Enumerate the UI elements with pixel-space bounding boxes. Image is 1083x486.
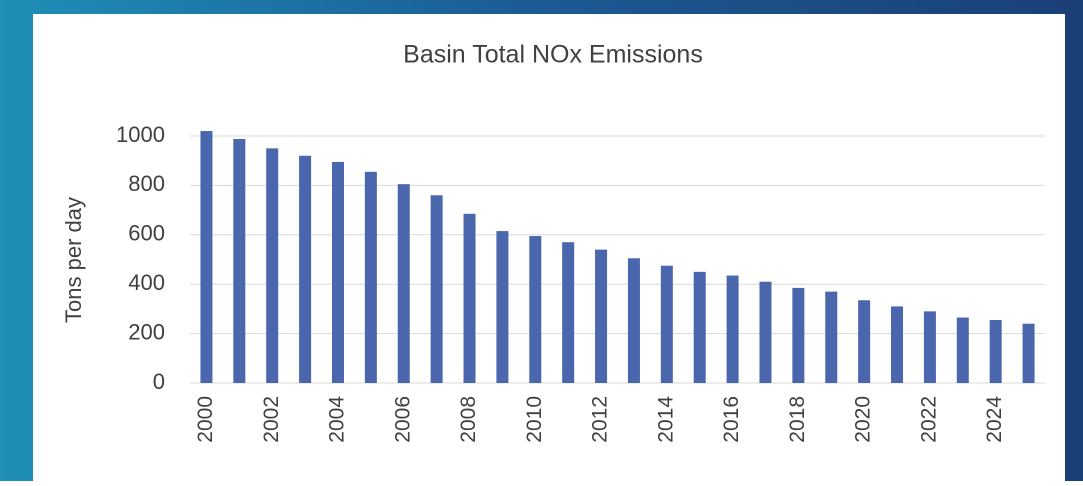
bar (233, 138, 246, 383)
bar (1022, 323, 1035, 383)
x-tick-label: 2016 (720, 396, 743, 443)
chart-title: Basin Total NOx Emissions (403, 41, 703, 69)
y-axis-label: Tons per day (61, 197, 86, 323)
bar (693, 271, 706, 383)
bar (792, 287, 805, 383)
bar (759, 281, 772, 383)
bar (595, 249, 608, 383)
x-tick-label: 2022 (917, 396, 940, 443)
x-tick-label: 2014 (654, 396, 677, 443)
bar (430, 195, 443, 383)
x-tick-label: 2000 (194, 396, 217, 443)
bar (529, 236, 542, 383)
bar (627, 258, 640, 383)
bar (364, 171, 377, 383)
y-tick-label: 800 (128, 171, 165, 196)
bar (496, 231, 509, 383)
bar (299, 155, 312, 383)
x-tick-label: 2018 (786, 396, 809, 443)
bar (989, 320, 1002, 383)
x-tick-label: 2008 (457, 396, 480, 443)
chart-area (33, 14, 1065, 481)
x-tick-label: 2002 (260, 396, 283, 443)
bar (463, 213, 476, 383)
bar (200, 131, 213, 383)
y-tick-label: 0 (153, 369, 165, 394)
x-tick-label: 2004 (326, 396, 349, 443)
bar (726, 275, 739, 383)
bar (956, 317, 969, 383)
bar (660, 265, 673, 383)
y-tick-label: 1000 (116, 122, 165, 147)
bar (397, 184, 410, 383)
bar (923, 311, 936, 383)
y-tick-label: 200 (128, 319, 165, 344)
bar (562, 242, 575, 383)
y-tick-label: 400 (128, 270, 165, 295)
bar (858, 300, 871, 383)
x-tick-label: 2024 (983, 396, 1006, 443)
x-tick-label: 2012 (589, 396, 612, 443)
bar (825, 291, 838, 383)
y-tick-label: 600 (128, 221, 165, 246)
bar (891, 306, 904, 383)
x-tick-label: 2006 (391, 396, 414, 443)
bar (266, 148, 279, 383)
bar (331, 161, 344, 383)
x-tick-label: 2010 (523, 396, 546, 443)
x-tick-label: 2020 (852, 396, 875, 443)
